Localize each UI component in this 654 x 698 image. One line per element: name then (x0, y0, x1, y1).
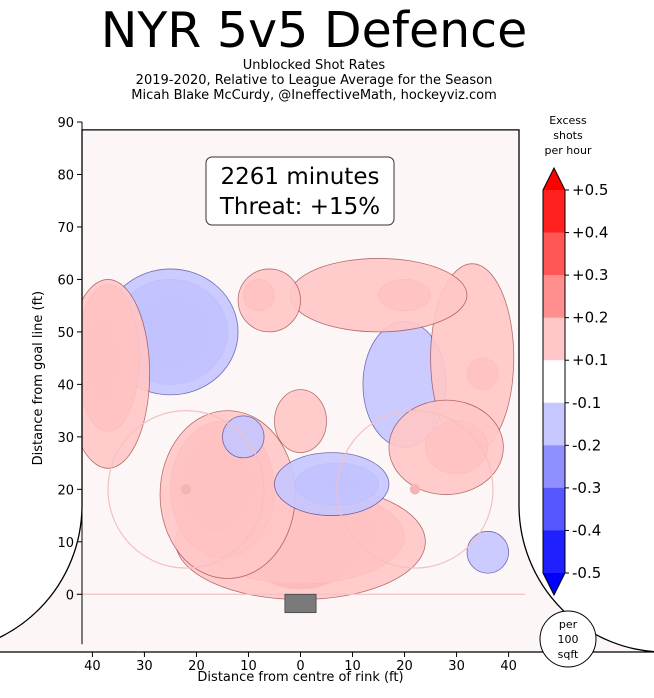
colorbar-min-arrow (543, 573, 565, 595)
x-tick-label: 40 (500, 659, 517, 674)
y-axis-label: Distance from goal line (ft) (31, 291, 46, 465)
colorbar-tick-label: -0.5 (572, 564, 601, 582)
colorbar-title-line: per hour (545, 144, 592, 157)
colorbar-band (543, 445, 565, 489)
x-tick-label: 10 (344, 659, 361, 674)
colorbar-tick-label: +0.5 (572, 181, 608, 199)
per-area-line: sqft (558, 648, 579, 661)
colorbar-band (543, 232, 565, 276)
x-tick-label: 0 (296, 659, 304, 674)
colorbar-band (543, 190, 565, 233)
per-area-line: 100 (558, 633, 579, 646)
y-tick-label: 30 (57, 431, 74, 446)
colorbar-title-line: shots (553, 129, 583, 142)
colorbar-tick-label: +0.4 (572, 224, 608, 242)
colorbar: +0.5 +0.4 +0.3 +0.2 +0.1 -0.1 -0.2 -0.3 -0.4 -0.5… (542, 114, 608, 597)
colorbar-title-line: Excess (549, 114, 587, 127)
colorbar-tick-label: -0.1 (572, 394, 601, 412)
excess-shots-region (65, 279, 151, 469)
faceoff-circle (107, 410, 265, 569)
colorbar-band (543, 360, 565, 404)
y-tick-label: 60 (57, 273, 74, 288)
colorbar-tick-label: +0.2 (572, 309, 608, 327)
minutes-label: 2261 minutes (221, 164, 380, 190)
per-area-badge: per 100 sqft (539, 610, 597, 668)
boards (0, 129, 654, 653)
per-area-line: per (559, 618, 578, 631)
goal-net (284, 593, 317, 614)
colorbar-tick-label: -0.3 (572, 479, 601, 497)
chart-subtitle: Unblocked Shot Rates 2019-2020, Relative… (0, 58, 628, 103)
colorbar-band (543, 317, 565, 361)
rink-markings (0, 129, 654, 653)
colorbar-band (543, 530, 565, 574)
subtitle-line: 2019-2020, Relative to League Average fo… (135, 73, 493, 88)
subtitle-line: Unblocked Shot Rates (242, 58, 386, 73)
x-axis-label: Distance from centre of rink (ft) (197, 670, 403, 685)
colorbar-tick-label: -0.2 (572, 436, 601, 454)
x-tick-label: 30 (448, 659, 465, 674)
y-tick-label: 50 (57, 326, 74, 341)
x-tick-label: 20 (396, 659, 413, 674)
axes: 0 10 20 30 40 50 60 70 80 90 40 30 20 10 0 10 20 30 40 Dist… (31, 116, 517, 685)
x-tick-label: 40 (84, 659, 101, 674)
y-tick-label: 80 (57, 168, 74, 183)
y-tick-label: 0 (66, 588, 74, 603)
chart-title: NYR 5v5 Defence (100, 2, 528, 59)
excess-shots-region (289, 258, 468, 333)
faceoff-dot (409, 484, 421, 495)
excess-shots-region (388, 399, 504, 495)
colorbar-band (543, 402, 565, 446)
x-tick-label: 10 (240, 659, 257, 674)
colorbar-tick-label: +0.3 (572, 266, 608, 284)
x-tick-label: 20 (188, 659, 205, 674)
y-tick-label: 70 (57, 221, 74, 236)
y-tick-label: 20 (57, 483, 74, 498)
faceoff-dot (180, 484, 192, 495)
colorbar-max-arrow (543, 168, 565, 190)
y-tick-label: 90 (57, 116, 74, 131)
summary-box: 2261 minutes Threat: +15% (205, 156, 395, 226)
excess-shots-region (237, 268, 301, 333)
deficit-shots-region (222, 415, 265, 459)
excess-shots-region (274, 389, 327, 453)
y-tick-label: 40 (57, 378, 74, 393)
colorbar-band (543, 487, 565, 531)
y-tick-label: 10 (57, 536, 74, 551)
subtitle-line: Micah Blake McCurdy, @IneffectiveMath, h… (131, 88, 497, 103)
threat-label: Threat: +15% (219, 194, 380, 220)
x-tick-label: 30 (136, 659, 153, 674)
colorbar-tick-label: +0.1 (572, 351, 608, 369)
deficit-shots-region (466, 530, 509, 574)
deficit-shots-region (274, 452, 390, 516)
faceoff-circle (336, 410, 494, 569)
colorbar-band (543, 275, 565, 319)
colorbar-tick-label: -0.4 (572, 521, 601, 539)
